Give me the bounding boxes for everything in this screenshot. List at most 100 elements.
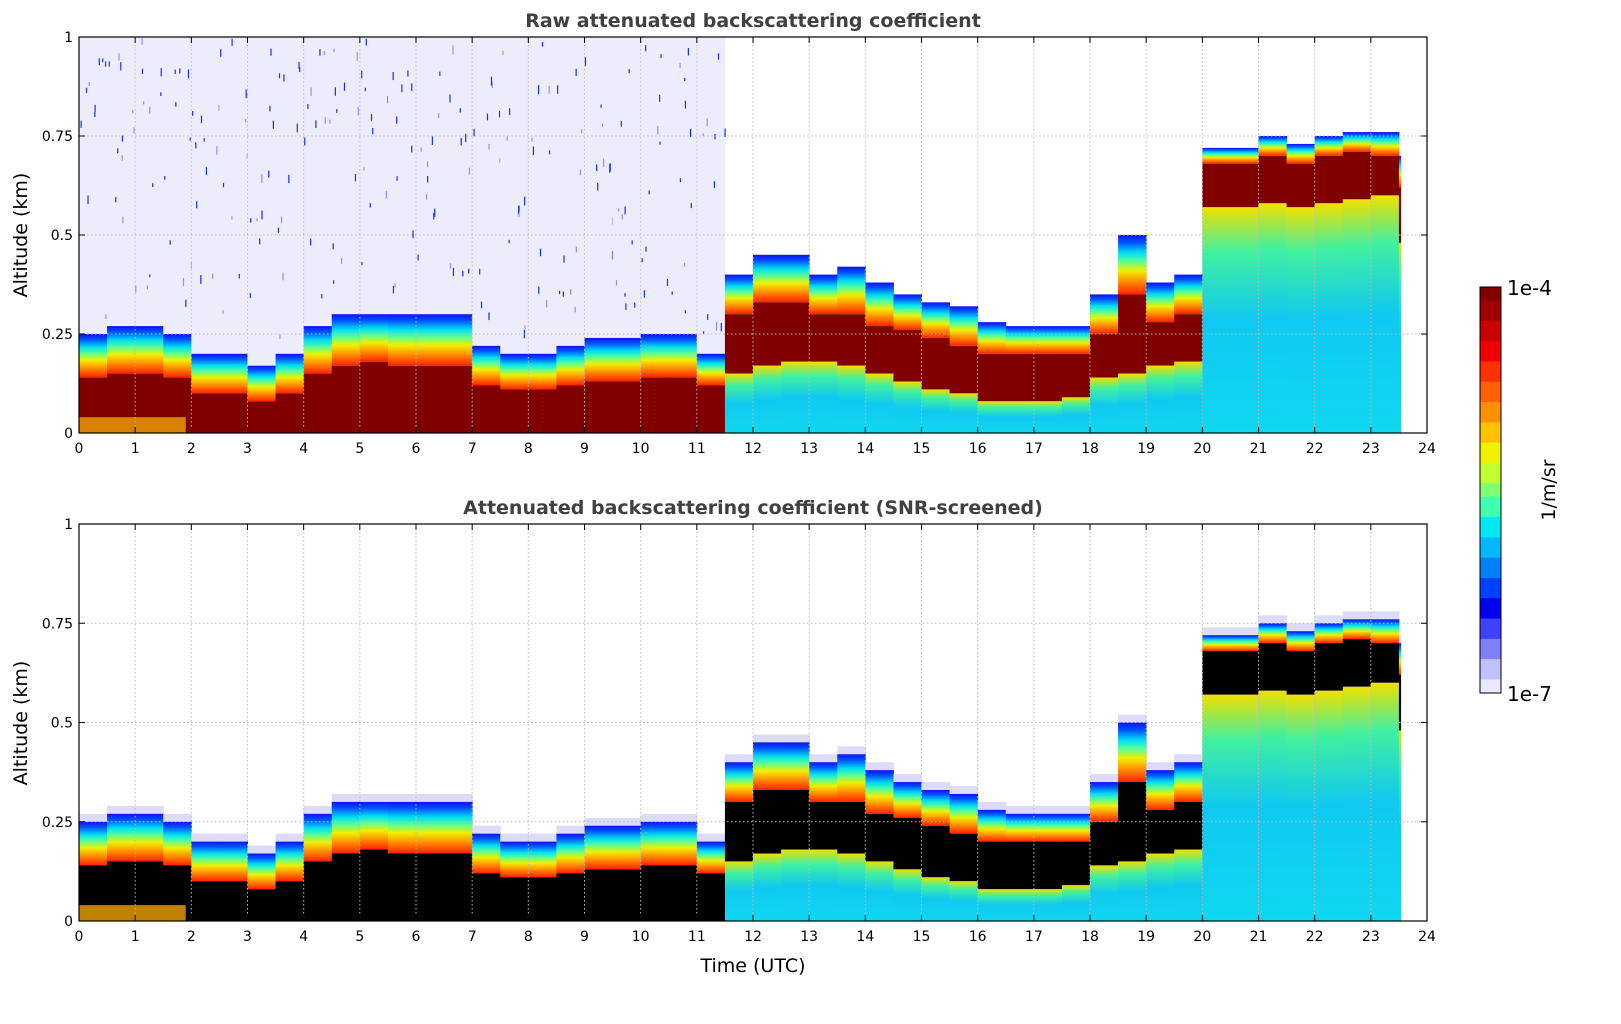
halo-cell: [753, 734, 782, 743]
x-tick-label: 24: [1418, 441, 1436, 457]
colorbar-frame: [1479, 286, 1502, 694]
noise-speckle: [615, 280, 618, 286]
noise-speckle: [85, 87, 88, 94]
saturated-cell: [472, 873, 501, 921]
noise-speckle: [118, 53, 120, 61]
saturated-cell: [1146, 809, 1175, 854]
noise-speckle: [575, 68, 577, 76]
data-column: [387, 37, 417, 433]
colorbar-swatch: [1480, 659, 1501, 667]
noise-speckle: [203, 138, 205, 142]
noise-speckle: [411, 145, 413, 153]
gradient-cell: [191, 353, 220, 394]
noise-speckle: [216, 146, 218, 155]
saturated-cell: [1146, 322, 1175, 366]
noise-speckle: [624, 206, 626, 215]
noise-speckle: [370, 114, 373, 121]
saturated-cell: [1342, 151, 1372, 200]
noise-speckle: [259, 238, 261, 245]
y-tick-label: 0: [64, 914, 73, 930]
low-signal-cell: [1370, 195, 1400, 433]
noise-region: [472, 37, 501, 346]
noise-region: [135, 37, 164, 327]
saturated-cell: [387, 365, 417, 433]
noise-speckle: [361, 70, 363, 79]
data-column: [1398, 635, 1402, 921]
noise-speckle: [570, 288, 572, 295]
halo-cell: [696, 833, 726, 842]
x-tick-label: 16: [969, 441, 987, 457]
saturated-cell: [331, 853, 361, 921]
data-column: [331, 793, 361, 921]
data-column: [303, 805, 333, 921]
colorbar-swatch: [1480, 307, 1501, 315]
saturated-cell: [1398, 187, 1402, 243]
data-column: [275, 37, 305, 433]
noise-speckle: [620, 121, 622, 127]
colorbar-swatch: [1480, 469, 1501, 478]
x-tick-label: 9: [580, 929, 589, 945]
gradient-cell: [1174, 274, 1203, 315]
low-signal-cell: [949, 393, 979, 433]
x-tick-label: 14: [856, 441, 874, 457]
low-signal-cell: [1258, 690, 1288, 921]
gradient-cell: [163, 334, 192, 378]
halo-cell: [219, 833, 248, 842]
saturated-cell: [809, 314, 838, 362]
noise-speckle: [597, 182, 599, 191]
noise-speckle: [600, 104, 602, 108]
noise-speckle: [307, 104, 309, 110]
gradient-cell: [359, 801, 389, 850]
noise-region: [696, 37, 726, 354]
noise-speckle: [425, 194, 428, 200]
saturated-cell: [303, 861, 333, 921]
noise-speckle: [392, 72, 394, 81]
saturated-cell: [556, 385, 585, 433]
x-tick-label: 5: [355, 441, 364, 457]
x-tick-label: 15: [913, 441, 931, 457]
noise-speckle: [329, 119, 331, 124]
gradient-cell: [837, 754, 866, 802]
low-signal-cell: [1033, 889, 1063, 921]
noise-speckle: [133, 127, 135, 134]
gradient-cell: [1061, 813, 1091, 842]
colorbar-swatch: [1480, 422, 1501, 430]
gradient-cell: [724, 274, 754, 315]
data-column: [1342, 132, 1372, 433]
noise-speckle: [135, 285, 137, 293]
halo-cell: [977, 801, 1007, 810]
noise-speckle: [278, 73, 281, 79]
low-signal-cell: [1286, 207, 1316, 433]
low-signal-cell: [1118, 861, 1147, 921]
noise-speckle: [498, 110, 501, 118]
noise-speckle: [323, 51, 325, 56]
noise-speckle: [539, 248, 542, 257]
noise-speckle: [562, 291, 564, 297]
noise-speckle: [333, 48, 335, 53]
gradient-cell: [416, 801, 445, 854]
noise-speckle: [218, 104, 220, 111]
saturated-cell: [893, 817, 922, 870]
saturated-cell: [444, 365, 473, 433]
saturated-cell: [416, 365, 445, 433]
low-signal-cell: [1230, 207, 1259, 433]
gradient-cell: [1398, 643, 1402, 675]
surface-band: [79, 417, 186, 433]
noise-speckle: [321, 294, 323, 299]
gradient-cell: [1146, 770, 1175, 810]
noise-speckle: [631, 240, 633, 245]
halo-cell: [1061, 805, 1091, 814]
low-signal-cell: [921, 389, 951, 433]
saturated-cell: [247, 401, 277, 433]
gradient-cell: [1033, 813, 1063, 842]
noise-speckle: [468, 167, 471, 175]
gradient-cell: [1258, 136, 1288, 156]
data-column: [1118, 235, 1147, 433]
gradient-cell: [472, 833, 501, 874]
saturated-cell: [191, 393, 220, 433]
saturated-cell: [724, 314, 754, 374]
gradient-cell: [753, 742, 782, 790]
noise-speckle: [372, 127, 374, 135]
halo-cell: [135, 805, 164, 814]
saturated-cell: [275, 881, 305, 921]
